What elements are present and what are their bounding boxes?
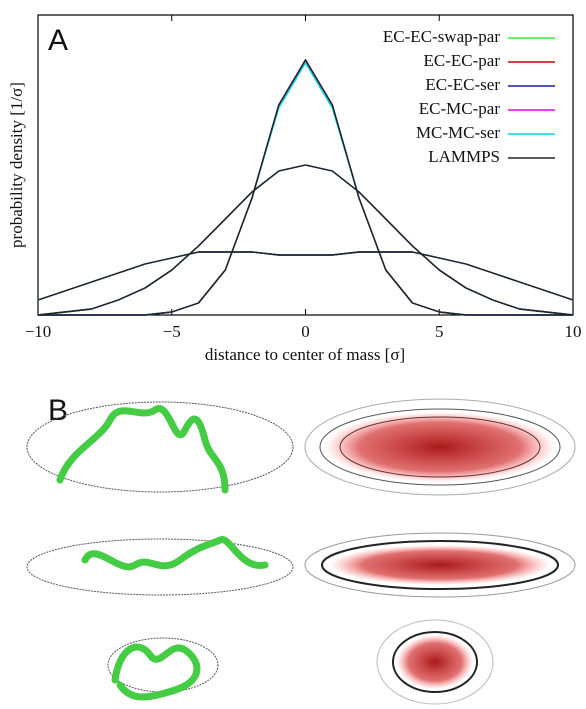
line [37, 164, 574, 316]
x-tick-label: 0 [301, 322, 310, 341]
y-axis-label: probability density [1/σ] [7, 82, 26, 248]
panel-label: B [48, 394, 68, 427]
polymer-illustrations [26, 398, 576, 705]
line [37, 251, 574, 301]
line [37, 164, 574, 316]
legend-label: LAMMPS [428, 147, 500, 166]
x-tick-label: 10 [565, 322, 582, 341]
x-tick-label: 5 [435, 322, 444, 341]
panel-label: A [48, 24, 68, 57]
legend-label: EC-EC-swap-par [383, 27, 500, 46]
legend-label: EC-MC-par [419, 99, 501, 118]
line [37, 164, 574, 316]
line [37, 251, 574, 301]
line [38, 59, 573, 316]
line [37, 164, 574, 316]
line [37, 251, 574, 301]
x-axis-label: distance to center of mass [σ] [205, 345, 405, 364]
legend-label: MC-MC-ser [416, 123, 500, 142]
legend-label: EC-EC-par [424, 51, 501, 70]
line [37, 164, 574, 316]
line [37, 164, 574, 316]
line [37, 251, 574, 301]
x-tick-label: −5 [163, 322, 181, 341]
line [37, 251, 574, 301]
x-tick-label: −10 [25, 322, 52, 341]
line [37, 251, 574, 301]
legend-label: EC-EC-ser [425, 75, 500, 94]
